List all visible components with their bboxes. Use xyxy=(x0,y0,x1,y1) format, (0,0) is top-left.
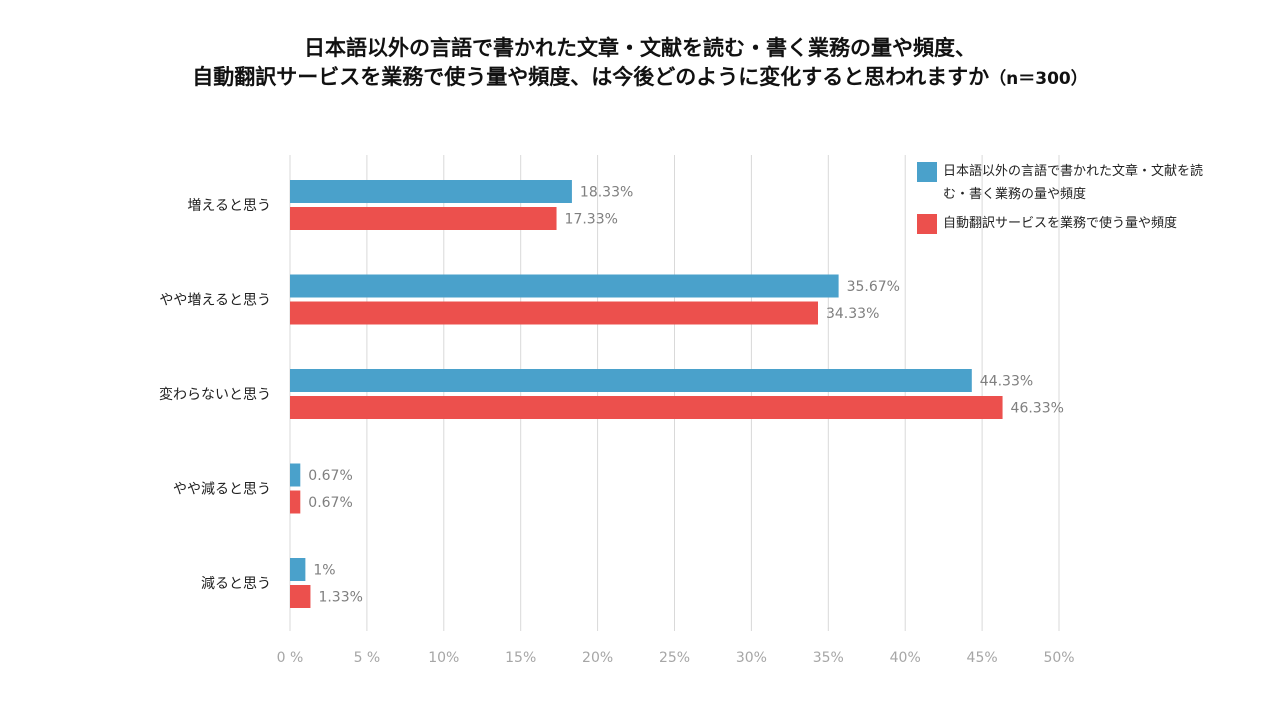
legend-item-reading-writing: 日本語以外の言語で書かれた文章・文献を読む・書く業務の量や頻度 xyxy=(917,160,1217,206)
bar xyxy=(290,490,301,514)
legend-label-machine-translation: 自動翻訳サービスを業務で使う量や頻度 xyxy=(943,216,1178,231)
bar xyxy=(290,396,1003,419)
bar xyxy=(290,301,818,325)
x-tick-label: 10% xyxy=(428,650,459,666)
x-tick-label: 0 % xyxy=(277,650,304,666)
legend: 日本語以外の言語で書かれた文章・文献を読む・書く業務の量や頻度 自動翻訳サービス… xyxy=(917,160,1217,241)
data-label: 34.33% xyxy=(826,306,879,322)
category-label: やや減ると思う xyxy=(173,481,271,498)
legend-swatch-machine-translation xyxy=(917,214,937,234)
chart-title-question: 自動翻訳サービスを業務で使う量や頻度、は今後どのように変化すると思われますか xyxy=(192,65,990,89)
x-tick-label: 45% xyxy=(967,650,998,666)
bar xyxy=(290,207,557,230)
data-label: 46.33% xyxy=(1011,401,1064,417)
x-tick-label: 20% xyxy=(582,650,613,666)
data-label: 44.33% xyxy=(980,374,1033,390)
data-label: 17.33% xyxy=(565,212,618,228)
x-tick-label: 30% xyxy=(736,650,767,666)
data-label: 35.67% xyxy=(847,279,900,295)
data-label: 0.67% xyxy=(308,468,352,484)
category-label: 減ると思う xyxy=(201,575,271,592)
chart-title: 日本語以外の言語で書かれた文章・文献を読む・書く業務の量や頻度、 自動翻訳サービ… xyxy=(0,34,1280,94)
legend-label-reading-writing: 日本語以外の言語で書かれた文章・文献を読む・書く業務の量や頻度 xyxy=(943,164,1204,202)
bar xyxy=(290,180,572,203)
category-label: 変わらないと思う xyxy=(159,386,271,403)
chart-title-sample-size: （n＝300） xyxy=(989,69,1088,89)
category-label: やや増えると思う xyxy=(159,293,271,309)
x-tick-label: 40% xyxy=(890,650,921,666)
legend-swatch-reading-writing xyxy=(917,162,937,182)
data-label: 1.33% xyxy=(318,590,362,606)
data-label: 1% xyxy=(313,563,335,579)
x-tick-label: 50% xyxy=(1043,650,1074,666)
bar xyxy=(290,463,301,487)
bar xyxy=(290,558,306,581)
bar xyxy=(290,274,839,298)
x-tick-label: 35% xyxy=(813,650,844,666)
x-tick-label: 15% xyxy=(505,650,536,666)
chart-title-line1: 日本語以外の言語で書かれた文章・文献を読む・書く業務の量や頻度、 xyxy=(304,36,976,60)
x-tick-label: 25% xyxy=(659,650,690,666)
bar xyxy=(290,369,972,392)
bar xyxy=(290,585,311,608)
category-label: 増えると思う xyxy=(187,198,271,214)
data-label: 18.33% xyxy=(580,185,633,201)
chart-title-line2: 自動翻訳サービスを業務で使う量や頻度、は今後どのように変化すると思われますか（n… xyxy=(0,63,1280,94)
data-label: 0.67% xyxy=(308,495,352,511)
x-tick-label: 5 % xyxy=(354,650,381,666)
legend-item-machine-translation: 自動翻訳サービスを業務で使う量や頻度 xyxy=(917,212,1217,235)
